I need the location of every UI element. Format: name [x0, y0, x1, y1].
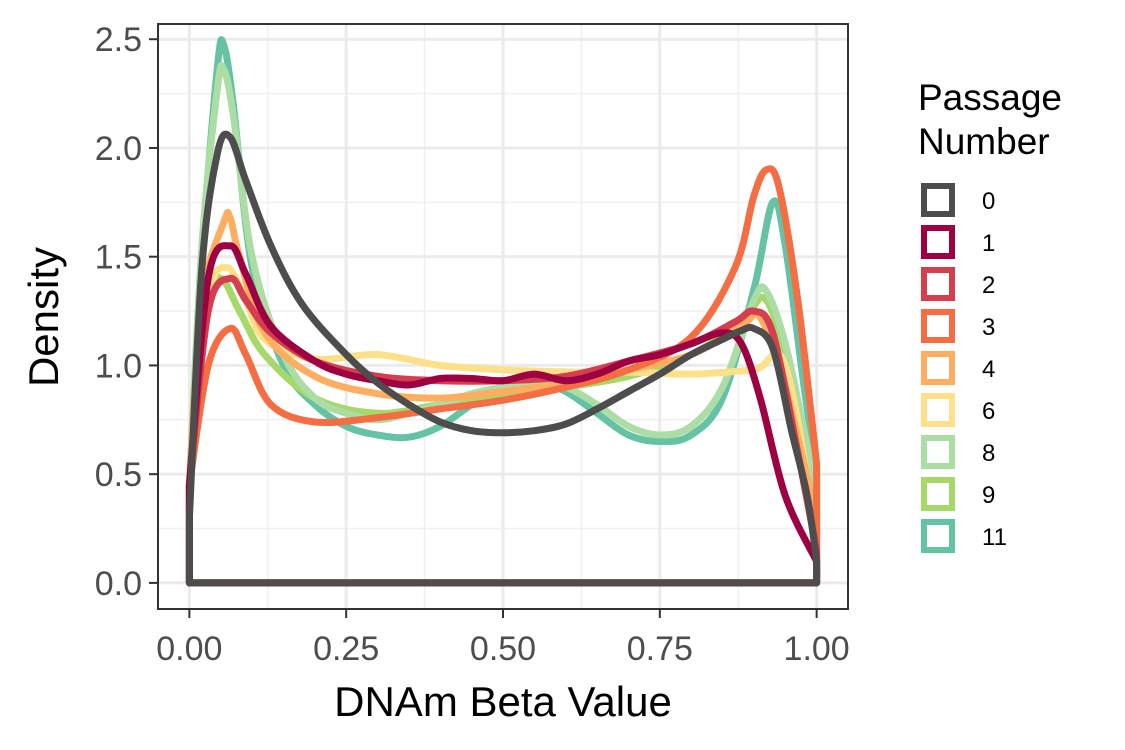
legend-key-passage-6 [921, 393, 955, 427]
y-tick-label: 2.0 [95, 130, 142, 168]
x-axis-title: DNAm Beta Value [334, 678, 672, 725]
legend-label-passage-9: 9 [982, 482, 995, 509]
legend: Passage Number 0 1 2 3 4 6 8 9 11 [918, 77, 1062, 553]
density-curve-passage-1 [185, 242, 821, 587]
y-axis-title: Density [20, 247, 67, 387]
x-tick-label: 0.25 [313, 630, 379, 668]
x-tick-label: 0.00 [156, 630, 222, 668]
x-tick-label: 1.00 [784, 630, 850, 668]
legend-label-passage-0: 0 [982, 188, 995, 215]
y-tick-label: 1.0 [95, 347, 142, 385]
legend-label-passage-2: 2 [982, 272, 995, 299]
x-tick-label: 0.50 [470, 630, 536, 668]
legend-key-passage-2 [921, 267, 955, 301]
y-tick-label: 1.5 [95, 239, 142, 277]
legend-label-passage-3: 3 [982, 314, 995, 341]
density-curve-passage-6 [185, 264, 821, 587]
legend-label-passage-8: 8 [982, 440, 995, 467]
legend-title-line-2: Number [918, 121, 1050, 162]
legend-key-passage-4 [921, 351, 955, 385]
legend-key-passage-3 [921, 309, 955, 343]
legend-label-passage-4: 4 [982, 356, 995, 383]
legend-key-passage-9 [921, 477, 955, 511]
y-tick-label: 0.5 [95, 456, 142, 494]
legend-key-passage-1 [921, 225, 955, 259]
density-series [185, 36, 821, 587]
legend-key-passage-8 [921, 435, 955, 469]
y-tick-label: 0.0 [95, 565, 142, 603]
legend-title-line-1: Passage [918, 77, 1062, 118]
y-tick-label: 2.5 [95, 21, 142, 59]
legend-label-passage-1: 1 [982, 230, 995, 257]
density-curve-passage-0 [185, 130, 821, 587]
legend-label-passage-6: 6 [982, 398, 995, 425]
density-curve-passage-3 [185, 165, 821, 587]
legend-key-passage-0 [921, 183, 955, 217]
legend-label-passage-11: 11 [982, 524, 1007, 551]
legend-key-passage-11 [921, 519, 955, 553]
x-tick-label: 0.75 [627, 630, 693, 668]
axes: 0.00 0.25 0.50 0.75 1.00 0.0 0.5 1.0 1.5 2.0 2.5 [95, 21, 850, 668]
